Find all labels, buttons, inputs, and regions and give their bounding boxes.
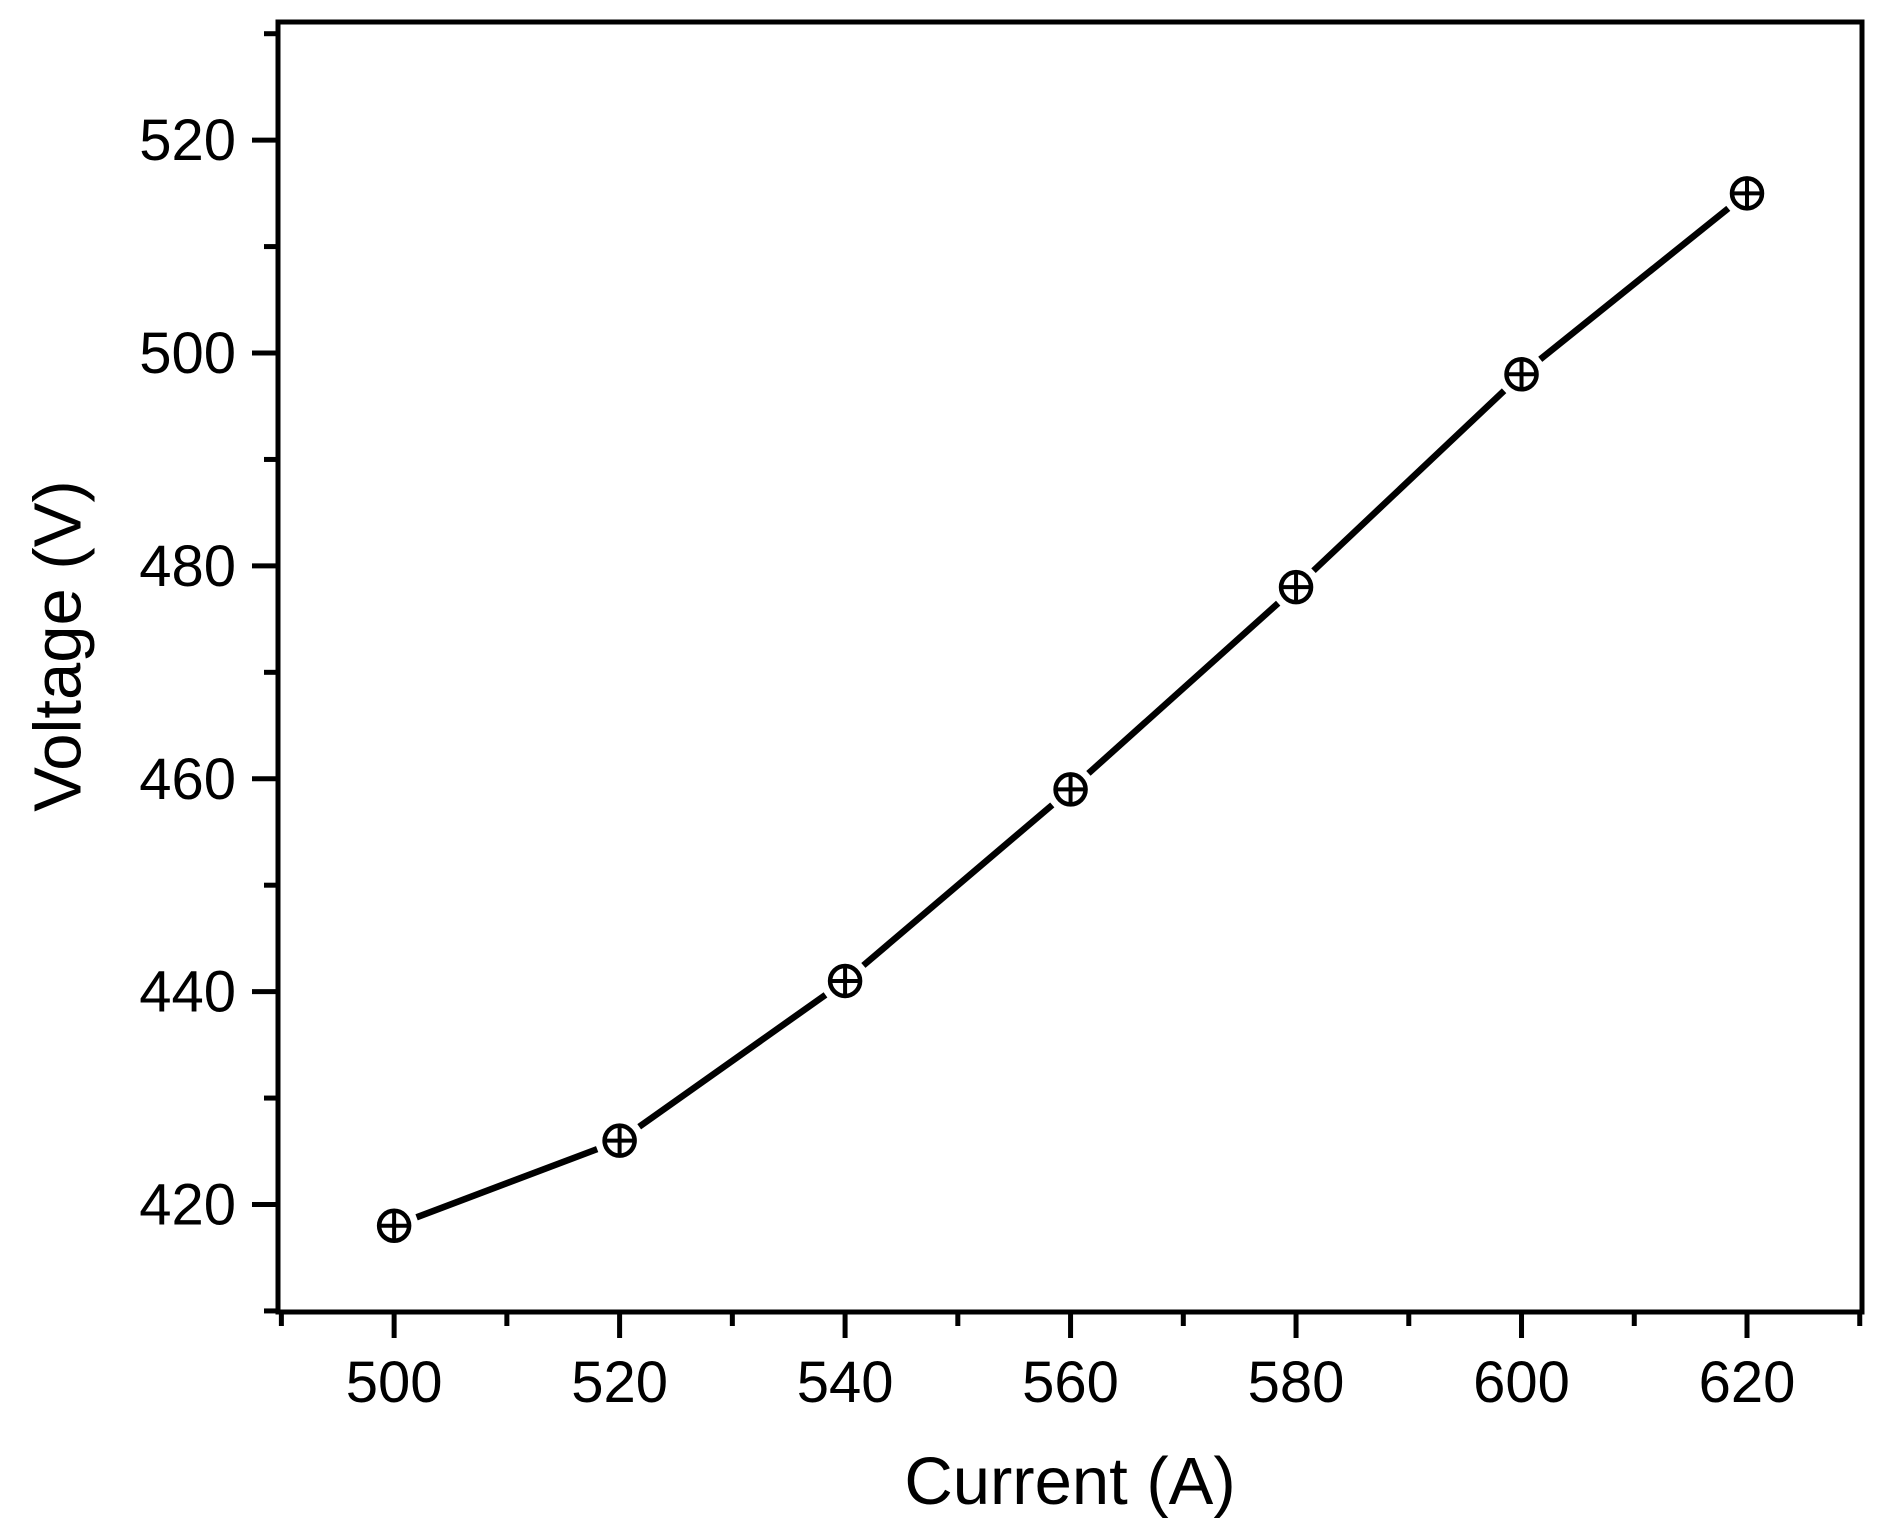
x-tick-label: 560	[1022, 1350, 1119, 1415]
data-point	[827, 963, 863, 999]
x-tick-label: 580	[1248, 1350, 1345, 1415]
x-tick-label: 500	[346, 1350, 443, 1415]
plot-border	[275, 19, 1865, 1315]
x-tick-label: 520	[571, 1350, 668, 1415]
data-point	[1053, 772, 1088, 807]
data-line-segment	[415, 1146, 599, 1221]
x-tick-label: 600	[1473, 1350, 1570, 1415]
y-tick-label: 500	[139, 321, 236, 386]
y-tick-label: 480	[139, 534, 236, 599]
y-tick-label: 440	[139, 960, 236, 1025]
data-point	[376, 1208, 412, 1244]
data-line-segment	[1311, 388, 1507, 574]
y-tick-label: 520	[139, 108, 236, 173]
data-line-segment	[1538, 205, 1731, 362]
x-tick-label: 620	[1699, 1350, 1796, 1415]
x-axis-title: Current (A)	[904, 1444, 1236, 1519]
data-line-segment	[1086, 600, 1281, 776]
y-tick-label: 420	[139, 1173, 236, 1238]
data-line-segment	[637, 992, 828, 1130]
x-tick-label: 540	[797, 1350, 894, 1415]
data-line-segment	[861, 802, 1055, 968]
data-point	[1278, 569, 1314, 605]
y-axis-title: Voltage (V)	[20, 480, 96, 812]
data-point	[602, 1123, 637, 1158]
data-point	[1504, 357, 1539, 392]
data-point	[1729, 176, 1765, 211]
y-tick-label: 460	[139, 747, 236, 812]
